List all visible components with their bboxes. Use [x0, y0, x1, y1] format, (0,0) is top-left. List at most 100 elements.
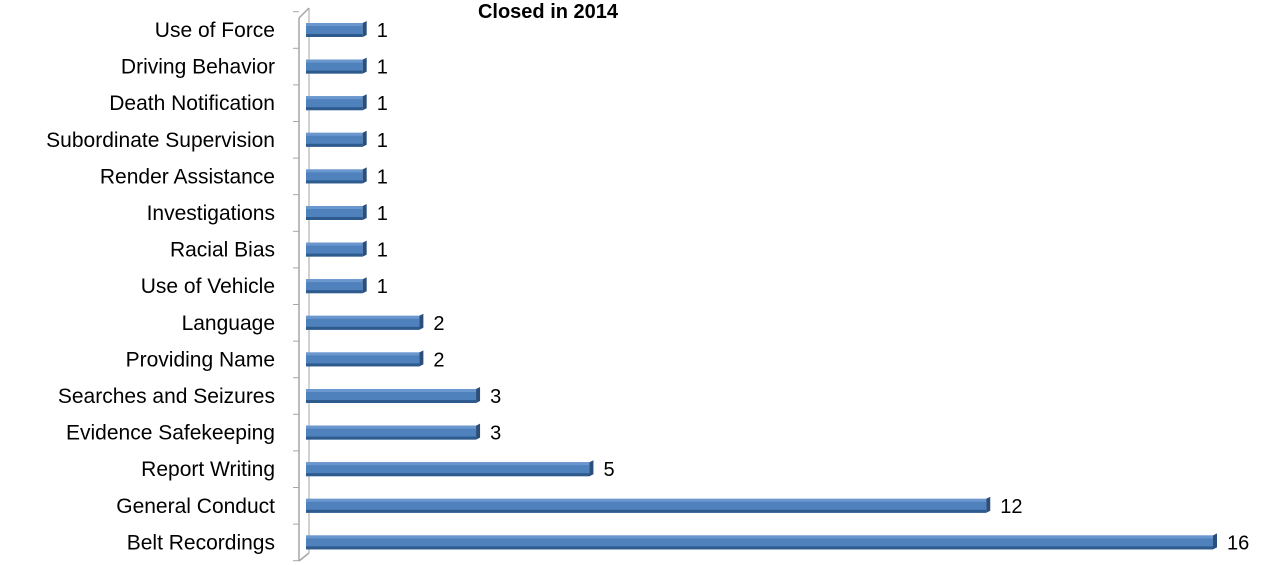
- bar-top: [306, 23, 363, 26]
- bar-top: [306, 169, 363, 173]
- bar-end: [362, 21, 367, 37]
- bar-bottom: [306, 546, 1213, 550]
- bar: [306, 94, 367, 111]
- category-label: Subordinate Supervision: [46, 129, 275, 152]
- bar-end: [589, 460, 594, 477]
- bar-bottom: [306, 143, 363, 147]
- bar-end: [986, 496, 991, 513]
- category-label: Driving Behavior: [121, 56, 275, 79]
- data-label: 1: [377, 203, 388, 225]
- data-label: 3: [490, 386, 501, 408]
- bar: [306, 423, 481, 440]
- bar-front: [306, 206, 363, 220]
- bar-top: [306, 425, 477, 429]
- bar-top: [306, 96, 363, 100]
- bar-end: [362, 167, 367, 184]
- data-label: 1: [377, 93, 388, 115]
- bar: [306, 313, 424, 330]
- data-label: 1: [377, 240, 388, 262]
- bar-end: [362, 130, 367, 147]
- bar-bottom: [306, 326, 420, 330]
- bar: [306, 460, 594, 477]
- bar-bottom: [306, 253, 363, 257]
- data-label: 3: [490, 423, 501, 445]
- bar-end: [476, 387, 481, 403]
- bar-end: [362, 204, 367, 220]
- category-label: Render Assistance: [100, 165, 275, 188]
- bar-bottom: [306, 180, 363, 184]
- category-label: Belt Recordings: [127, 531, 275, 554]
- bar-top: [306, 352, 420, 356]
- bar-bottom: [306, 509, 987, 513]
- bar-top: [306, 132, 363, 136]
- bar-front: [306, 389, 477, 403]
- bar-end: [419, 350, 424, 367]
- category-label: Use of Vehicle: [141, 275, 275, 298]
- bar-bottom: [306, 290, 363, 294]
- category-label: General Conduct: [116, 495, 275, 518]
- bar-front: [306, 23, 363, 37]
- bar-bottom: [306, 217, 363, 220]
- bar-end: [362, 94, 367, 111]
- bar-end: [362, 57, 367, 74]
- bar-end: [362, 240, 367, 257]
- category-label: Investigations: [147, 202, 275, 225]
- bar-front: [306, 279, 363, 294]
- bar-top: [306, 389, 477, 392]
- bar: [306, 350, 424, 367]
- bar: [306, 204, 367, 220]
- data-label: 1: [377, 166, 388, 188]
- bar: [306, 21, 367, 37]
- bar: [306, 496, 991, 513]
- bar-bottom: [306, 70, 363, 74]
- bar-end: [362, 277, 367, 294]
- bar-front: [306, 169, 363, 184]
- bars: [306, 21, 1217, 550]
- category-label: Death Notification: [109, 92, 275, 115]
- bar-end: [476, 423, 481, 440]
- category-label: Searches and Seizures: [58, 385, 275, 408]
- bar-front: [306, 425, 477, 440]
- bar-top: [306, 535, 1213, 539]
- category-label: Use of Force: [155, 19, 275, 42]
- bar: [306, 57, 367, 74]
- bar-front: [306, 462, 590, 477]
- data-label: 1: [377, 57, 388, 79]
- bar-end: [419, 313, 424, 330]
- bar-top: [306, 206, 363, 209]
- data-label: 16: [1227, 532, 1249, 554]
- bar: [306, 277, 367, 294]
- bar: [306, 167, 367, 184]
- bar: [306, 533, 1217, 550]
- category-label: Evidence Safekeeping: [66, 422, 275, 445]
- bar-front: [306, 59, 363, 74]
- axis-wall-bottom: [298, 552, 310, 562]
- bar-top: [306, 59, 363, 63]
- chart-title: Closed in 2014: [478, 1, 619, 23]
- bar-top: [306, 279, 363, 283]
- data-label: 12: [1000, 496, 1022, 518]
- bar: [306, 240, 367, 257]
- category-label: Providing Name: [126, 348, 275, 371]
- bar-front: [306, 242, 363, 257]
- bar-top: [306, 462, 590, 466]
- bar-front: [306, 132, 363, 147]
- data-label: 1: [377, 20, 388, 42]
- bar-front: [306, 535, 1213, 550]
- bar: [306, 387, 481, 403]
- category-label: Racial Bias: [170, 239, 275, 262]
- bar-top: [306, 498, 987, 502]
- bar: [306, 130, 367, 147]
- bar-front: [306, 352, 420, 367]
- bar-front: [306, 96, 363, 111]
- bar-top: [306, 242, 363, 246]
- bar-front: [306, 498, 987, 513]
- data-label: 5: [603, 459, 614, 481]
- bar-front: [306, 315, 420, 330]
- bar-bottom: [306, 436, 477, 440]
- bar-top: [306, 315, 420, 319]
- bar-bottom: [306, 473, 590, 477]
- data-label: 2: [433, 349, 444, 371]
